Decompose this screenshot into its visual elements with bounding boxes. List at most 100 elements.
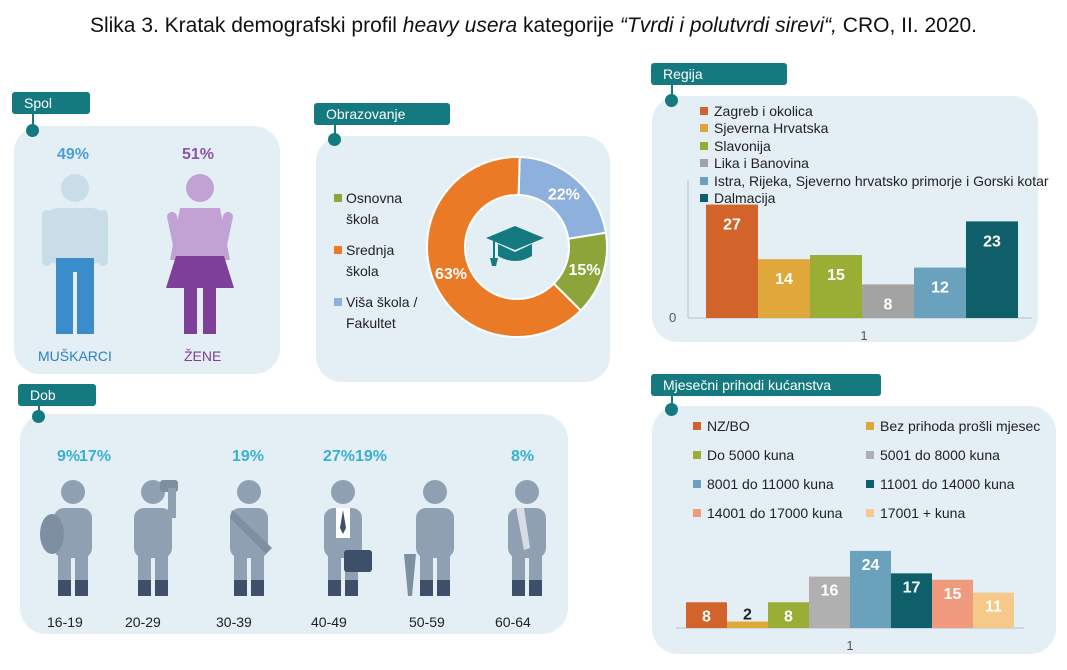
female-label: ŽENE [184,348,222,364]
regija-bar [706,204,758,318]
regija-legend-label: Sjeverna Hrvatska [714,120,829,137]
regija-legend-label: Dalmacija [714,190,776,206]
education-legend-line1: Osnovna [346,190,403,206]
regija-tab-dot [665,94,678,107]
dob-tab: Dob [18,384,96,406]
regija-legend-swatch [700,141,708,150]
education-legend-label: Viša škola / Fakultet [346,292,417,334]
prihodi-bar [809,576,850,628]
donut-slice [426,156,583,338]
regija-legend-label: Slavonija [714,137,771,154]
prihodi-bar-label: 24 [862,557,880,574]
regija-legend-item: Slavonija [700,138,771,154]
prihodi-legend-swatch [693,509,701,517]
dob-pct: 9% [57,448,81,465]
prihodi-legend-swatch [866,451,874,459]
donut-slice-label: 22% [548,187,580,204]
prihodi-bar [973,592,1014,628]
education-legend-line2: škola [346,211,379,227]
obrazovanje-tab-stem [334,125,336,137]
spol-tab-dot [26,124,39,137]
page-title: Slika 3. Kratak demografski profil heavy… [0,14,1067,38]
prihodi-legend-swatch [866,509,874,517]
title-text: Slika 3. Kratak demografski profil [89,14,403,37]
person-messenger-bag-icon [230,480,272,596]
prihodi-legend-item: Do 5000 kuna [693,447,794,463]
regija-zero-label: 0 [669,310,676,325]
prihodi-legend-item: 8001 do 11000 kuna [693,476,834,492]
education-legend-line1: Srednja [346,242,395,258]
donut-slice-label: 63% [435,266,467,283]
prihodi-bar [932,579,973,628]
prihodi-legend-item: Bez prihoda prošli mjesec [866,418,1040,434]
prihodi-bar-label: 2 [743,607,752,624]
education-legend-line2: Fakultet [346,315,396,331]
prihodi-legend-item: 14001 do 17000 kuna [693,505,842,521]
prihodi-legend-item: NZ/BO [693,418,750,434]
dob-label: 16-19 [47,614,83,630]
regija-legend-swatch [700,124,708,133]
regija-bar-label: 14 [775,271,793,288]
regija-legend-item: Istra, Rijeka, Sjeverno hrvatsko primorj… [700,173,1049,189]
prihodi-legend-label: 8001 do 11000 kuna [707,476,834,492]
obrazovanje-tab-dot [328,133,341,146]
title-italic-heavy-users: heavy usera [402,14,518,37]
dob-pct: 8% [511,448,535,465]
prihodi-legend-label: NZ/BO [707,418,750,434]
regija-bar [914,267,966,318]
prihodi-bar [850,550,891,628]
spol-tab-stem [32,114,34,128]
prihodi-bar [727,621,768,628]
regija-tab: Regija [651,63,787,85]
prihodi-bar-label: 15 [944,586,962,603]
regija-bar-label: 8 [884,296,893,313]
teen-backpack-icon [40,480,92,596]
regija-legend-item: Zagreb i okolica [700,103,813,119]
prihodi-tab-stem [671,396,673,406]
education-legend-swatch [334,298,342,306]
title-italic-category: “Tvrdi i polutvrdi sirevi“, [619,14,837,37]
regija-bar [966,221,1018,318]
dob-label: 30-39 [216,614,252,630]
regija-bar [758,259,810,318]
prihodi-bar-label: 8 [702,608,711,625]
prihodi-tab-dot [665,403,678,416]
woman-icon [166,174,234,334]
prihodi-legend-label: 17001 + kuna [880,505,966,521]
prihodi-bar-label: 8 [784,608,793,625]
regija-legend-label: Lika i Banovina [714,155,809,172]
regija-bar-label: 27 [723,217,741,234]
regija-bar-label: 12 [931,280,949,297]
regija-legend-item: Lika i Banovina [700,155,809,171]
prihodi-legend-label: 14001 do 17000 kuna [707,505,843,521]
prihodi-legend-swatch [866,480,874,488]
prihodi-legend-label: 5001 do 8000 kuna [880,447,1000,463]
education-donut-chart: 22% 15% 63% [426,156,608,338]
prihodi-bar-label: 16 [821,583,839,600]
person-umbrella-icon [404,480,454,596]
title-text-mid: kategorije [517,14,620,37]
dob-label: 50-59 [409,614,445,630]
prihodi-bar [891,573,932,628]
spol-tab: Spol [12,92,90,114]
regija-bar [862,284,914,318]
regija-bar-label: 23 [983,233,1001,250]
dob-pct: 17% [79,448,112,465]
male-label: MUŠKARCI [38,348,112,364]
prihodi-bar-label: 11 [985,599,1002,616]
prihodi-legend-label: Bez prihoda prošli mjesec [880,418,1041,434]
prihodi-legend-swatch [693,480,701,488]
regija-category-label: 1 [860,328,867,342]
prihodi-legend-label: Do 5000 kuna [707,447,795,463]
prihodi-bar [768,602,809,628]
prihodi-legend-item: 17001 + kuna [866,505,965,521]
dob-label: 20-29 [125,614,161,630]
regija-legend-label: Zagreb i okolica [714,103,813,119]
regija-legend-swatch [700,107,708,115]
elderly-person-icon [508,480,546,596]
education-legend-label: Srednja škola [346,240,394,282]
graduation-cap-icon [486,226,544,266]
regija-tab-stem [671,85,673,97]
regija-bar-chart: 0 27 14 15 8 12 23 1 [669,180,1032,342]
